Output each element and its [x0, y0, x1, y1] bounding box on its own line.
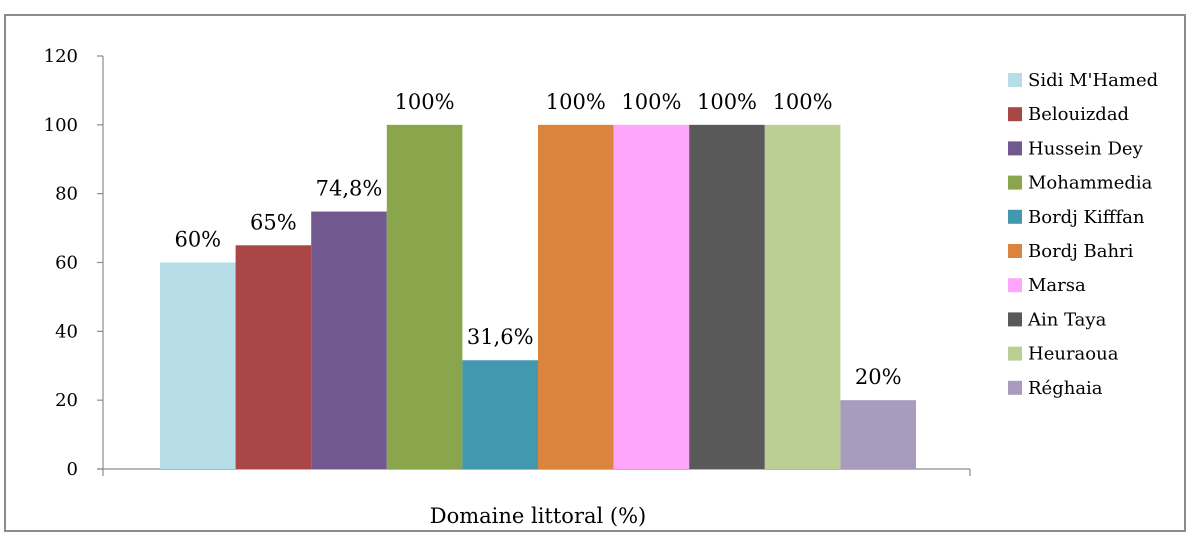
legend-swatch — [1008, 278, 1022, 293]
data-label: 100% — [697, 90, 757, 114]
legend-swatch — [1008, 312, 1022, 327]
bar — [160, 262, 236, 469]
data-label: 31,6% — [467, 325, 534, 349]
legend-swatch — [1008, 380, 1022, 395]
y-tick-label: 0 — [67, 459, 78, 480]
bar — [613, 124, 690, 469]
legend: Sidi M'Hamed Belouizdad Hussein Dey Mohamme… — [1008, 70, 1158, 399]
y-tick-label: 40 — [55, 321, 78, 342]
legend-swatch — [1008, 346, 1022, 361]
legend-entry: Marsa — [1028, 275, 1086, 296]
legend-entry: Réghaia — [1028, 378, 1103, 399]
data-label: 100% — [621, 90, 681, 114]
data-label: 74,8% — [316, 177, 383, 201]
bar — [462, 360, 538, 469]
data-label: 100% — [395, 90, 455, 114]
x-axis-label: Domaine littoral (%) — [430, 504, 647, 528]
legend-swatch — [1008, 209, 1022, 224]
data-label: 100% — [773, 90, 833, 114]
y-tick-label: 100 — [44, 115, 78, 136]
bars — [160, 124, 916, 469]
bar — [840, 400, 916, 469]
legend-entry: Ain Taya — [1027, 309, 1107, 330]
legend-entry: Bordj Bahri — [1028, 241, 1134, 262]
y-tick-label: 120 — [44, 46, 78, 67]
data-label: 60% — [174, 228, 221, 252]
data-label: 20% — [855, 365, 902, 389]
legend-entry: Bordj Kifffan — [1028, 207, 1145, 228]
legend-entry: Heuraoua — [1028, 344, 1119, 365]
legend-swatch — [1008, 73, 1022, 87]
legend-entry: Sidi M'Hamed — [1028, 70, 1158, 91]
legend-swatch — [1008, 175, 1022, 190]
data-label: 65% — [250, 210, 297, 234]
bar — [538, 124, 614, 469]
y-tick-label: 80 — [55, 184, 78, 205]
legend-entry: Mohammedia — [1028, 173, 1153, 194]
legend-swatch — [1008, 107, 1022, 122]
bar — [235, 245, 312, 469]
legend-entry: Hussein Dey — [1028, 138, 1144, 159]
legend-swatch — [1008, 141, 1022, 156]
bar — [689, 124, 765, 469]
legend-entry: Belouizdad — [1028, 104, 1129, 125]
bar — [764, 124, 841, 469]
y-tick-label: 60 — [55, 253, 78, 274]
bar — [386, 124, 463, 469]
data-labels: 60% 65% 74,8% 100% 31,6% 100% 100% 100% 100% 20% — [174, 90, 901, 389]
data-label: 100% — [546, 90, 606, 114]
bar — [311, 211, 387, 469]
y-tick-label: 20 — [55, 390, 78, 411]
legend-swatch — [1008, 244, 1022, 258]
